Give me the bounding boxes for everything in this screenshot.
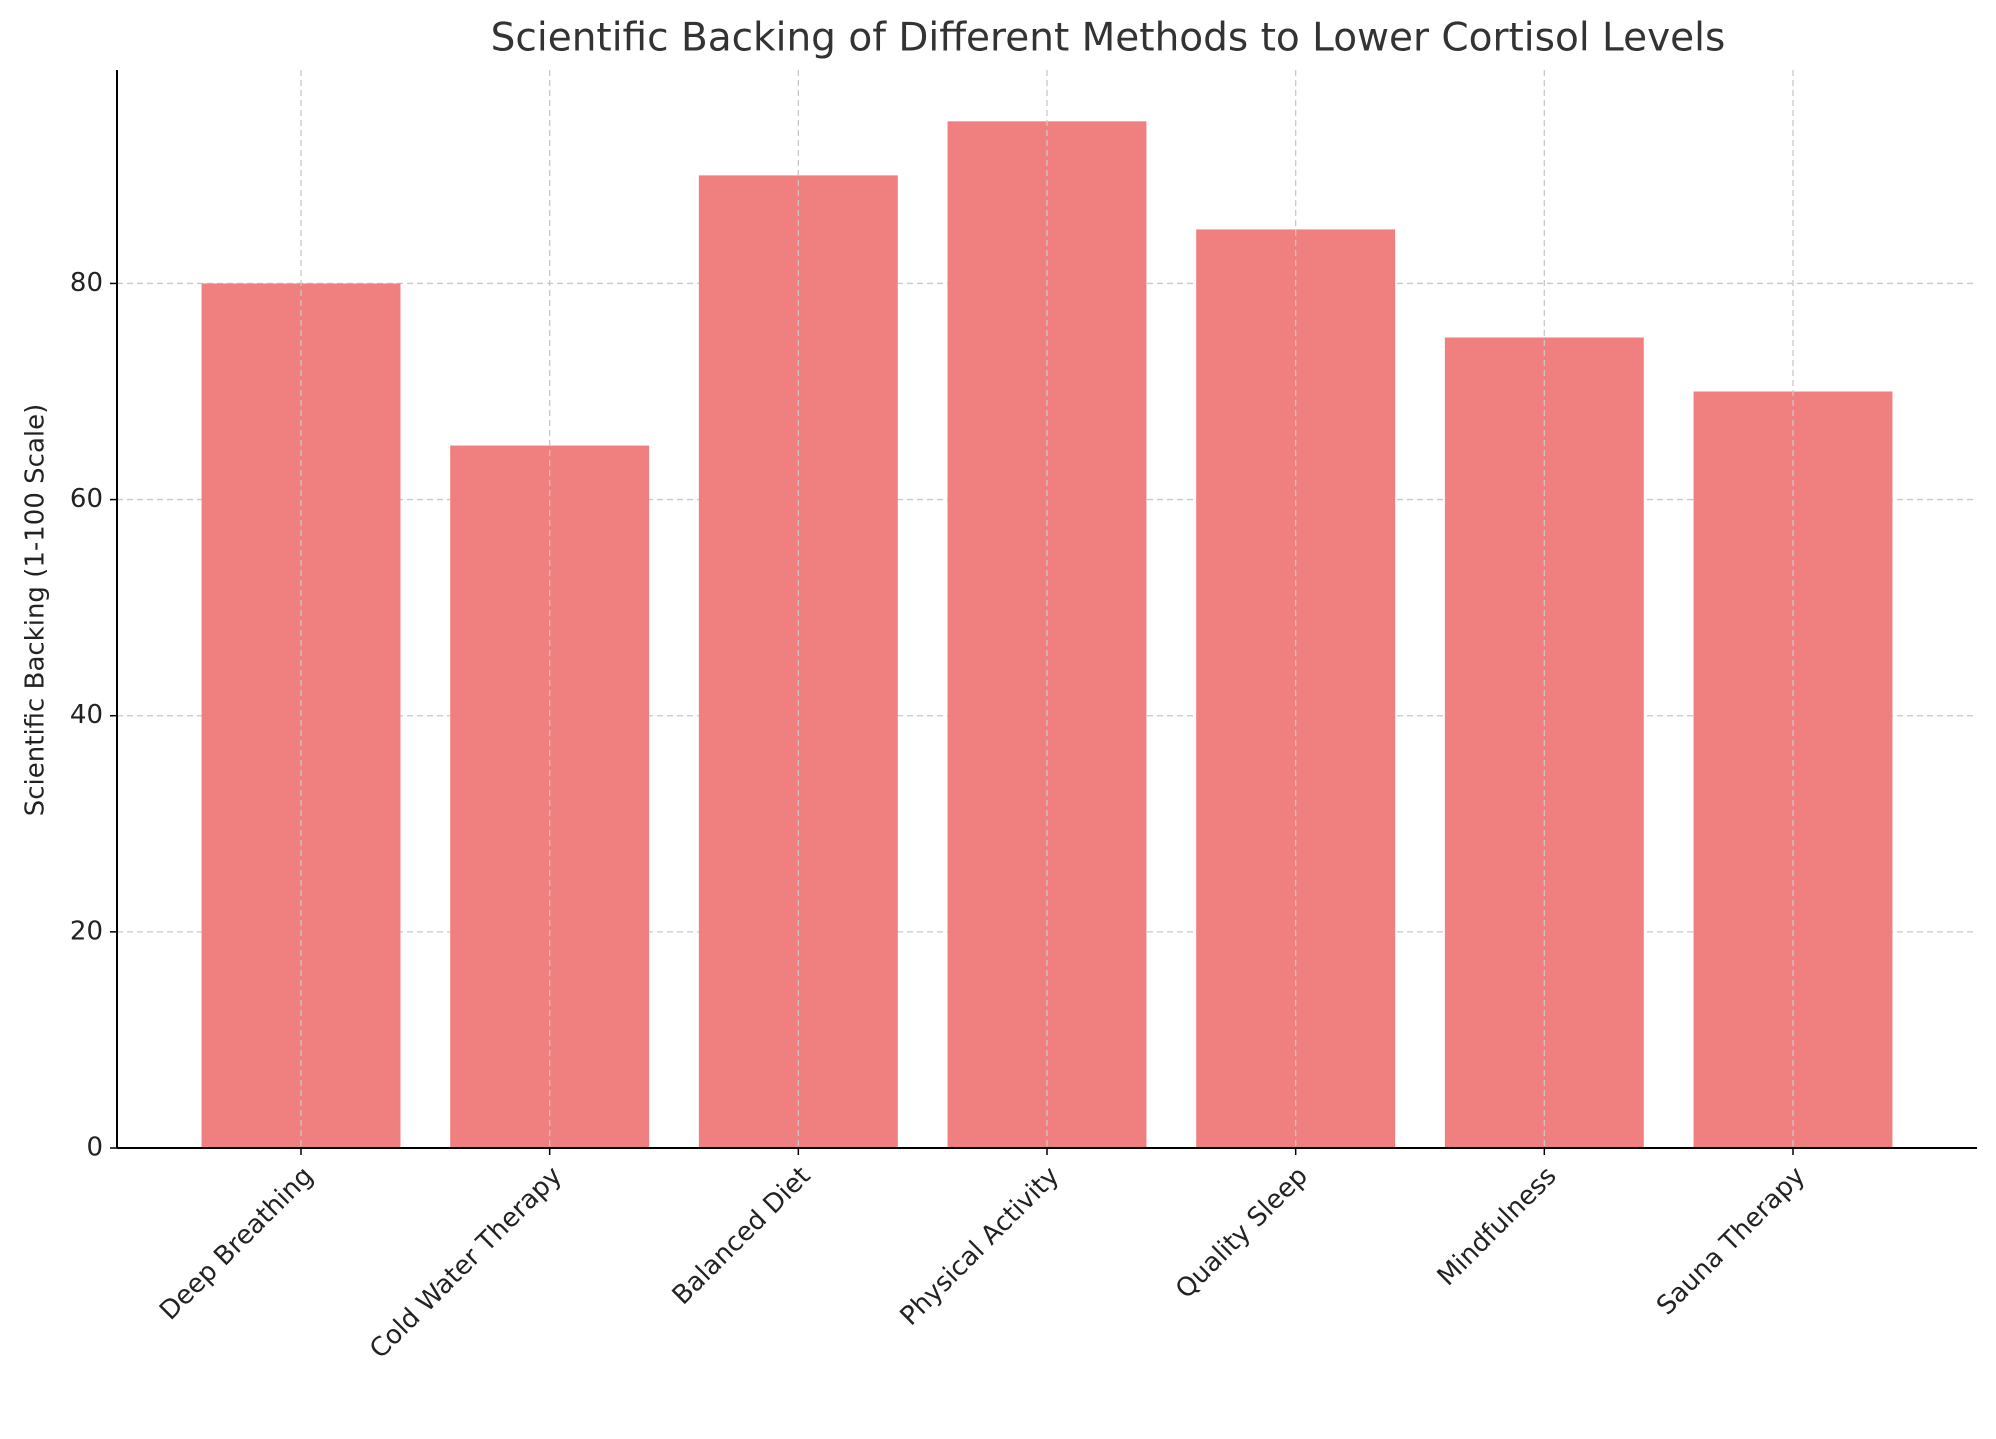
y-tick-label: 20: [70, 916, 103, 946]
x-tick-label: Mindfulness: [1432, 1161, 1563, 1292]
chart-title: Scientific Backing of Different Methods …: [491, 16, 1726, 61]
x-tick-label: Sauna Therapy: [1651, 1161, 1811, 1321]
y-tick-label: 40: [70, 700, 103, 730]
x-tick-label: Quality Sleep: [1170, 1161, 1314, 1305]
x-tick-label: Cold Water Therapy: [364, 1161, 568, 1365]
x-tick-label: Balanced Diet: [667, 1161, 817, 1311]
y-axis-label: Scientific Backing (1-100 Scale): [21, 404, 51, 817]
y-tick-label: 0: [86, 1133, 103, 1163]
y-tick-label: 60: [70, 484, 103, 514]
x-tick-label: Physical Activity: [895, 1161, 1066, 1332]
x-tick-label: Deep Breathing: [154, 1161, 319, 1326]
y-tick-label: 80: [70, 268, 103, 298]
